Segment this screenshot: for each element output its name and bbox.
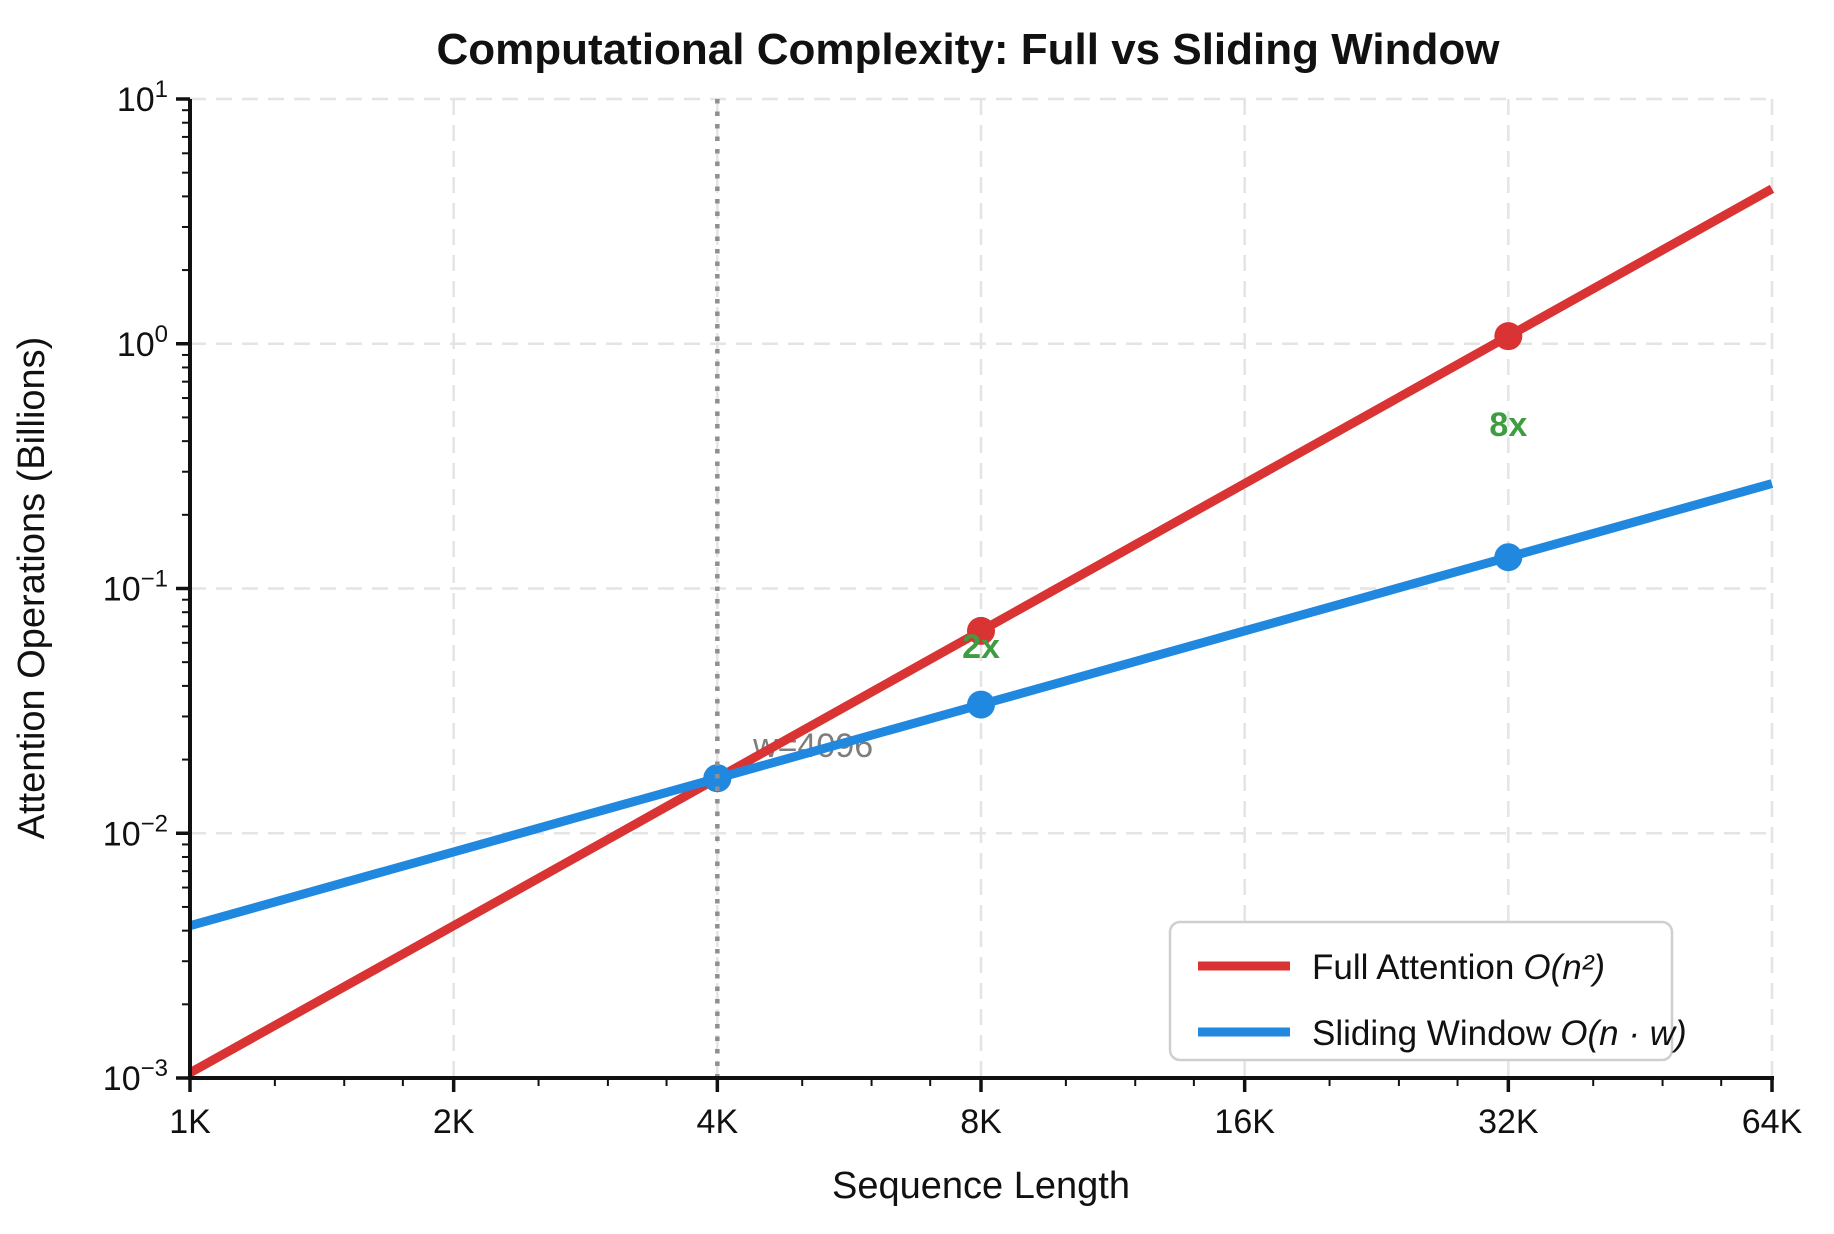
series-marker-full-attention [1494, 322, 1523, 351]
annotation-8x: 8x [1489, 406, 1527, 444]
y-tick-label: 100 [117, 321, 168, 364]
y-tick-label: 10−3 [103, 1055, 168, 1098]
legend: Full Attention O(n²) Sliding Window O(n · … [1168, 920, 1687, 1062]
legend-box [1168, 920, 1674, 1062]
series-marker-sliding-window [967, 690, 995, 719]
y-axis-label: Attention Operations (Billions) [11, 337, 53, 840]
x-tick-label: 64K [1742, 1103, 1803, 1141]
annotation-2x: 2x [962, 628, 1000, 666]
y-tick-label: 101 [117, 76, 168, 119]
x-tick-label: 4K [697, 1103, 739, 1141]
annotation-layer: 2x 8x [962, 406, 1527, 666]
x-tick-label: 16K [1214, 1103, 1275, 1141]
y-tick-label: 10−2 [103, 810, 168, 853]
series-layer [187, 184, 1775, 1077]
grid-layer [188, 97, 1774, 1080]
series-marker-sliding-window [1494, 543, 1523, 572]
legend-label-full-attention: Full Attention O(n²) [1312, 948, 1605, 987]
x-tick-label: 32K [1478, 1103, 1539, 1141]
chart-title: Computational Complexity: Full vs Slidin… [437, 25, 1501, 74]
legend-label-sliding-window: Sliding Window O(n · w) [1312, 1014, 1687, 1053]
x-tick-label: 2K [433, 1103, 475, 1141]
x-tick-label: 8K [960, 1103, 1002, 1141]
y-tick-label: 10−1 [103, 566, 168, 609]
x-tick-label: 1K [169, 1103, 211, 1141]
series-marker-full-attention [967, 616, 995, 645]
axes-layer: 1K 2K 4K 8K 16K 32K 64K 101 100 10−1 10−2 10−3 [103, 76, 1803, 1141]
x-axis-label: Sequence Length [832, 1165, 1130, 1207]
